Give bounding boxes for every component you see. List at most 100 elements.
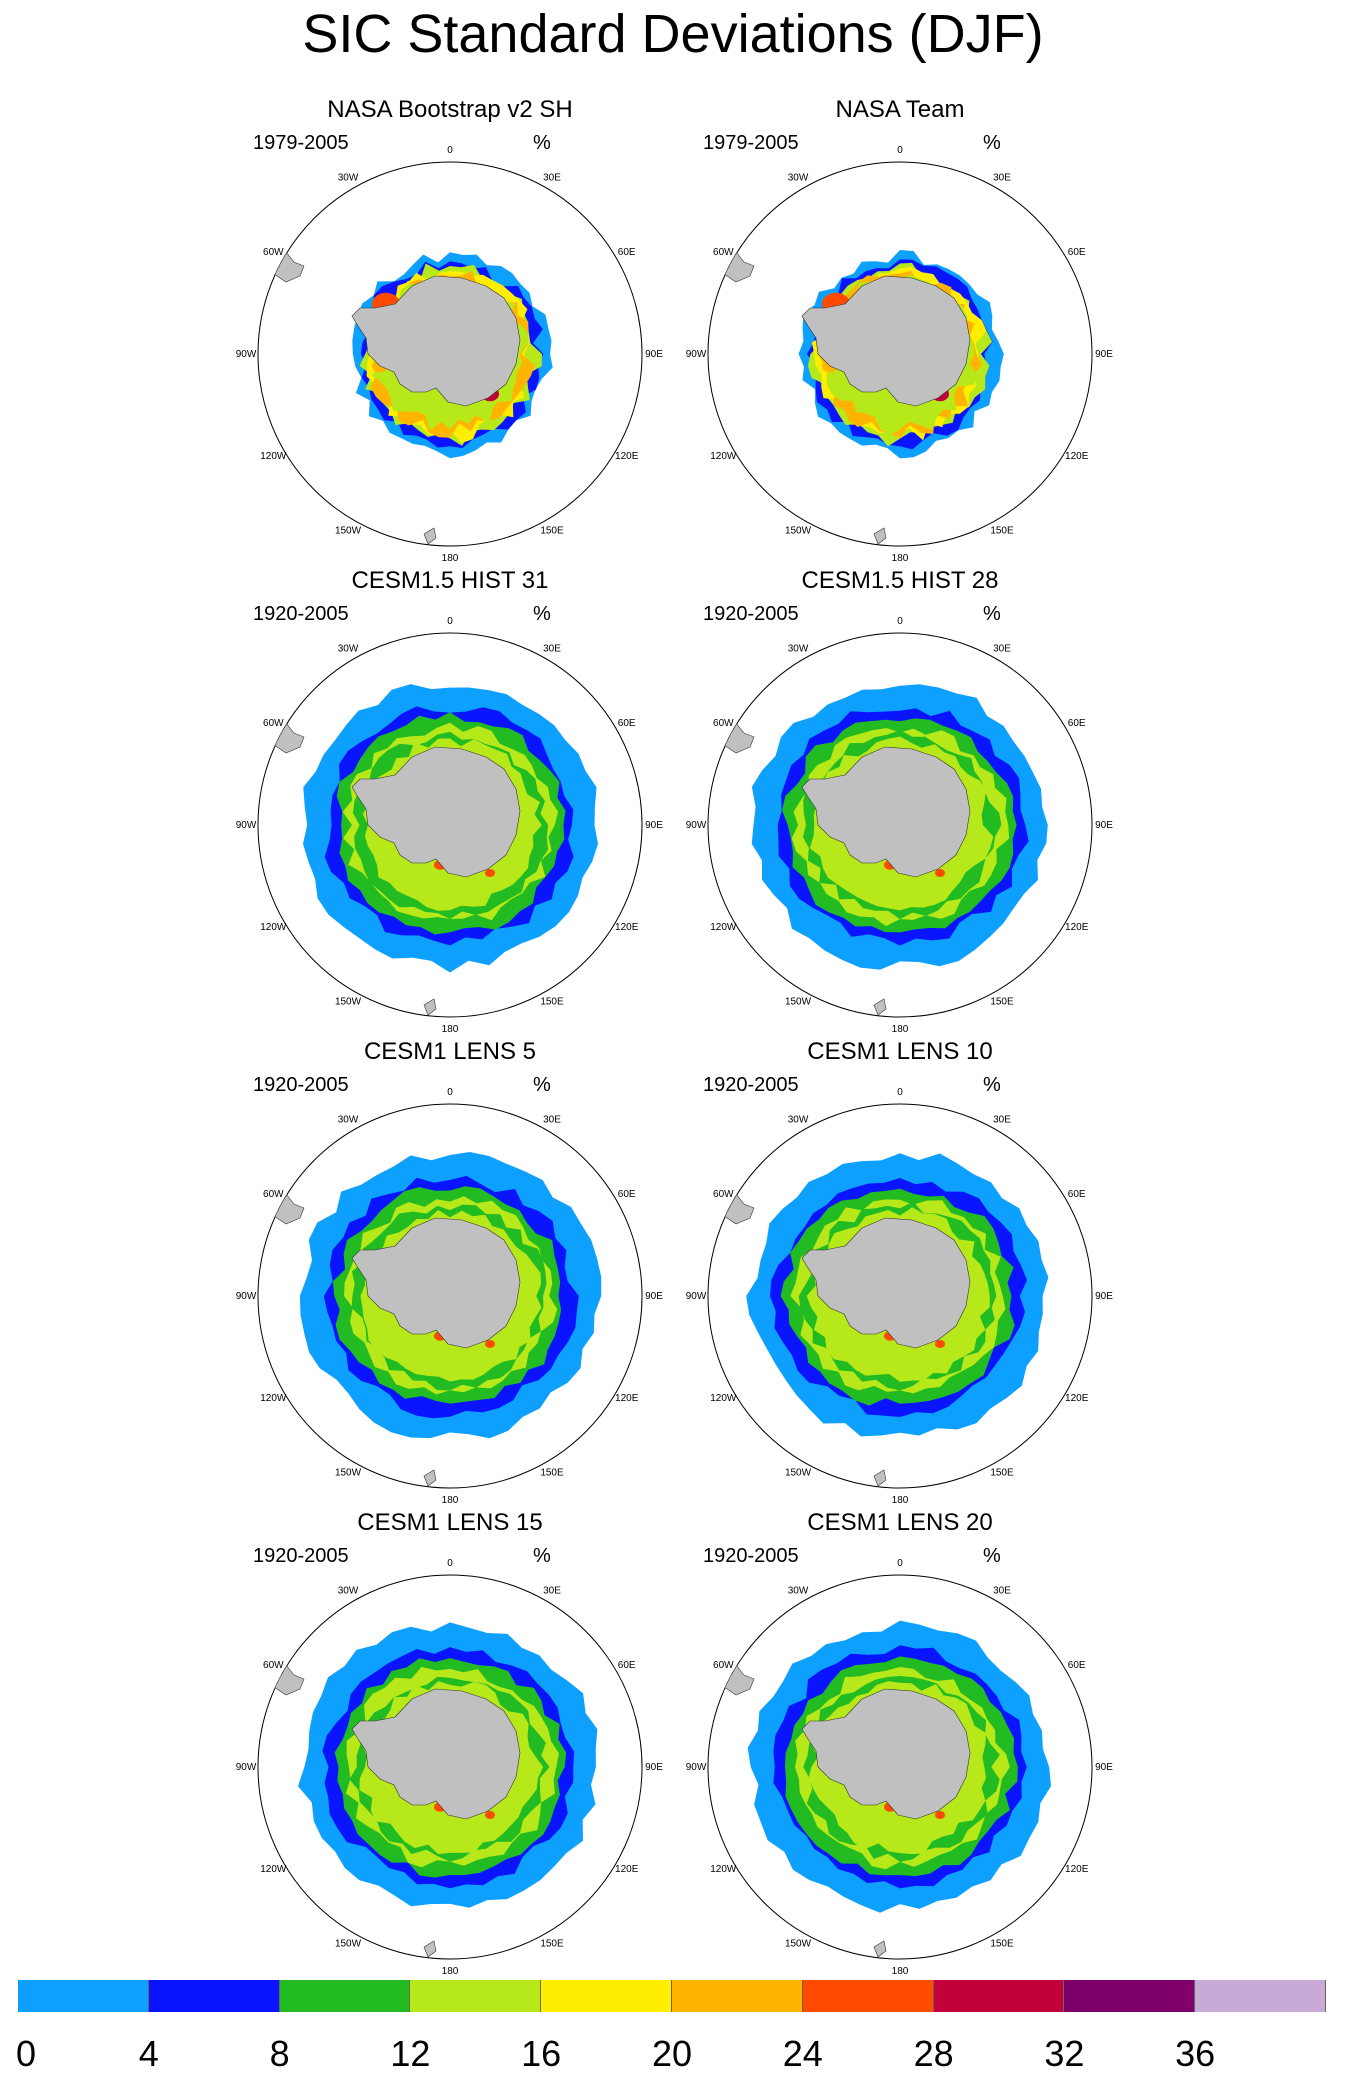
polar-map: 0 30E 60E 90E 120E 150E 180 150W 120W 90W 60W 30W bbox=[236, 616, 664, 1035]
colorbar-bin bbox=[541, 1980, 672, 2012]
longitude-label: 0 bbox=[897, 1558, 903, 1569]
longitude-label: 120W bbox=[260, 451, 287, 462]
longitude-label: 60E bbox=[1068, 247, 1086, 258]
longitude-label: 150W bbox=[335, 1939, 362, 1950]
longitude-label: 150E bbox=[990, 997, 1014, 1008]
panel-title: NASA Team bbox=[835, 96, 965, 123]
longitude-label: 150E bbox=[540, 1939, 564, 1950]
longitude-label: 180 bbox=[442, 1966, 459, 1977]
panel-period: 1979-2005 bbox=[703, 132, 799, 154]
longitude-label: 150W bbox=[335, 526, 362, 537]
panel-unit: % bbox=[533, 1074, 551, 1096]
longitude-label: 60W bbox=[713, 1189, 734, 1200]
map-panel: CESM1 LENS 5 1920-2005% 0 30E 60E 90E 120E 150E… bbox=[190, 1038, 710, 1508]
longitude-label: 30W bbox=[338, 1585, 359, 1596]
longitude-label: 90E bbox=[1095, 820, 1113, 831]
longitude-label: 120E bbox=[1065, 1393, 1089, 1404]
longitude-label: 30E bbox=[543, 1585, 561, 1596]
longitude-label: 30E bbox=[993, 1585, 1011, 1596]
longitude-label: 90E bbox=[645, 1762, 663, 1773]
new-zealand-landmass bbox=[423, 527, 437, 545]
antarctica-landmass bbox=[801, 1688, 971, 1820]
new-zealand-landmass bbox=[423, 1940, 437, 1958]
longitude-label: 120E bbox=[1065, 1864, 1089, 1875]
longitude-label: 120E bbox=[1065, 922, 1089, 933]
panel-unit: % bbox=[983, 1545, 1001, 1567]
longitude-label: 120E bbox=[615, 922, 639, 933]
high-variability-spot bbox=[935, 1340, 945, 1348]
longitude-label: 0 bbox=[447, 145, 453, 156]
panel-unit: % bbox=[533, 1545, 551, 1567]
panel-unit: % bbox=[983, 132, 1001, 154]
longitude-label: 60W bbox=[263, 1189, 284, 1200]
longitude-label: 60W bbox=[263, 1660, 284, 1671]
longitude-label: 30E bbox=[993, 172, 1011, 183]
panel-period: 1920-2005 bbox=[253, 1074, 349, 1096]
map-panel: NASA Team 1979-2005% 0 30E 60E 90E 120E 150E 180… bbox=[640, 96, 1160, 566]
longitude-label: 60W bbox=[713, 718, 734, 729]
colorbar-bin bbox=[410, 1980, 542, 2012]
new-zealand-landmass bbox=[423, 1469, 437, 1487]
map-panel: CESM1 LENS 15 1920-2005% 0 30E 60E 90E 120E 150… bbox=[190, 1509, 710, 1979]
colorbar-tick-label: 20 bbox=[651, 2033, 693, 2074]
longitude-label: 60E bbox=[1068, 1189, 1086, 1200]
colorbar-bin bbox=[1195, 1980, 1326, 2012]
colorbar-bin bbox=[279, 1980, 411, 2012]
longitude-label: 150W bbox=[785, 997, 812, 1008]
map-panel: CESM1.5 HIST 31 1920-2005% 0 30E 60E 90E 120E 1… bbox=[190, 567, 710, 1037]
longitude-label: 120W bbox=[260, 1864, 287, 1875]
colorbar-bin bbox=[672, 1980, 803, 2012]
longitude-label: 90W bbox=[686, 1762, 707, 1773]
new-zealand-landmass bbox=[873, 527, 887, 545]
longitude-label: 120E bbox=[615, 1393, 639, 1404]
colorbar-tick-label: 8 bbox=[269, 2033, 290, 2074]
panel-title: NASA Bootstrap v2 SH bbox=[327, 96, 573, 123]
panel-title: CESM1.5 HIST 28 bbox=[801, 567, 999, 594]
antarctica-landmass bbox=[351, 275, 521, 407]
polar-map: 0 30E 60E 90E 120E 150E 180 150W 120W 90W 60W 30W bbox=[686, 145, 1114, 564]
longitude-label: 180 bbox=[892, 1966, 909, 1977]
longitude-label: 0 bbox=[447, 1087, 453, 1098]
polar-map: 0 30E 60E 90E 120E 150E 180 150W 120W 90W 60W 30W bbox=[686, 1558, 1114, 1977]
panel-title: CESM1 LENS 5 bbox=[363, 1038, 537, 1065]
longitude-label: 180 bbox=[892, 1495, 909, 1506]
panel-unit: % bbox=[983, 603, 1001, 625]
longitude-label: 90W bbox=[686, 820, 707, 831]
antarctica-landmass bbox=[801, 746, 971, 878]
longitude-label: 180 bbox=[442, 553, 459, 564]
panel-title: CESM1 LENS 20 bbox=[807, 1509, 993, 1536]
colorbar-bin bbox=[933, 1980, 1065, 2012]
longitude-label: 60E bbox=[618, 1660, 636, 1671]
panel-period: 1979-2005 bbox=[253, 132, 349, 154]
high-variability-spot bbox=[485, 1811, 495, 1819]
longitude-label: 60W bbox=[263, 718, 284, 729]
longitude-label: 30E bbox=[543, 643, 561, 654]
longitude-label: 150W bbox=[785, 1468, 812, 1479]
longitude-label: 0 bbox=[897, 145, 903, 156]
panel-unit: % bbox=[983, 1074, 1001, 1096]
colorbar-tick-label: 32 bbox=[1044, 2033, 1085, 2074]
longitude-label: 90E bbox=[1095, 1762, 1113, 1773]
longitude-label: 150E bbox=[540, 1468, 564, 1479]
longitude-label: 30W bbox=[788, 1585, 809, 1596]
panel-unit: % bbox=[533, 603, 551, 625]
longitude-label: 180 bbox=[442, 1024, 459, 1035]
longitude-label: 90E bbox=[645, 820, 663, 831]
panel-period: 1920-2005 bbox=[703, 1074, 799, 1096]
new-zealand-landmass bbox=[873, 1940, 887, 1958]
polar-map: 0 30E 60E 90E 120E 150E 180 150W 120W 90W 60W 30W bbox=[236, 1558, 664, 1977]
high-variability-spot bbox=[935, 1811, 945, 1819]
longitude-label: 30E bbox=[543, 172, 561, 183]
colorbar-bin bbox=[802, 1980, 934, 2012]
longitude-label: 120E bbox=[615, 451, 639, 462]
colorbar bbox=[18, 1980, 1326, 2012]
longitude-label: 90E bbox=[1095, 349, 1113, 360]
longitude-label: 30E bbox=[993, 1114, 1011, 1125]
colorbar-tick-label: 16 bbox=[521, 2033, 562, 2074]
longitude-label: 90W bbox=[236, 1291, 257, 1302]
longitude-label: 120W bbox=[260, 1393, 287, 1404]
longitude-label: 150E bbox=[540, 997, 564, 1008]
panel-title: CESM1 LENS 10 bbox=[807, 1038, 993, 1065]
longitude-label: 90W bbox=[236, 820, 257, 831]
longitude-label: 90E bbox=[1095, 1291, 1113, 1302]
